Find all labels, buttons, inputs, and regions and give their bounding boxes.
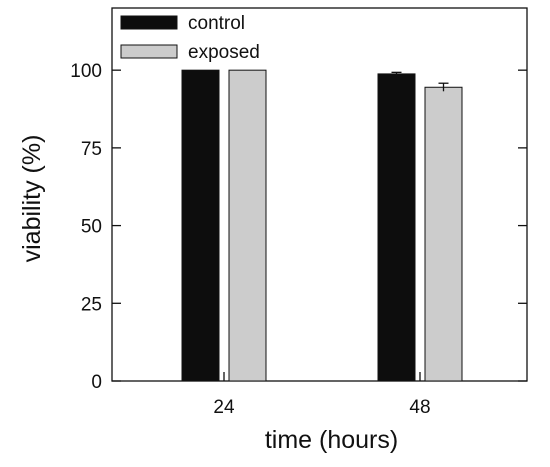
bar-control-24 <box>181 69 220 382</box>
plot-frame <box>111 7 528 382</box>
bar-control-48 <box>377 73 416 382</box>
legend-swatch-exposed <box>120 44 178 59</box>
y-tick-label: 0 <box>91 372 102 393</box>
legend-label-control: control <box>188 13 245 34</box>
legend-label-exposed: exposed <box>188 42 260 63</box>
y-tick-label: 25 <box>81 294 102 315</box>
plot-area: 0 25 50 75 100 24 48 <box>70 7 528 418</box>
x-tick-label: 48 <box>409 397 430 418</box>
bar-exposed-24 <box>228 69 267 382</box>
y-tick-label: 100 <box>70 61 102 82</box>
legend: control exposed <box>120 13 260 63</box>
bar-exposed-48 <box>424 86 463 382</box>
legend-swatch-control <box>120 15 178 30</box>
y-axis-title: viability (%) <box>18 135 46 263</box>
y-tick-label: 50 <box>81 217 102 238</box>
x-tick-label: 24 <box>213 397 235 418</box>
x-axis-title: time (hours) <box>265 426 398 454</box>
y-tick-label: 75 <box>81 139 102 160</box>
